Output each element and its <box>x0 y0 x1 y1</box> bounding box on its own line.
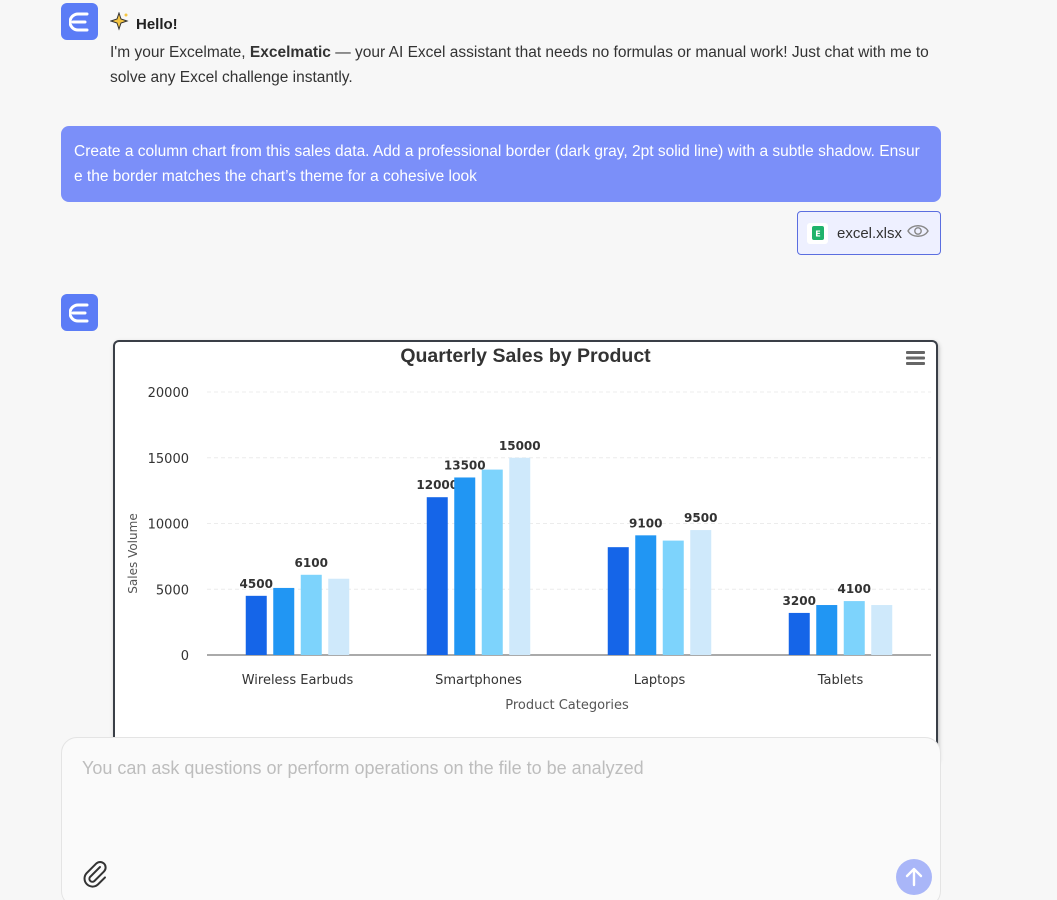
bar <box>635 535 657 655</box>
bar <box>273 587 295 655</box>
excelmatic-logo-icon <box>68 12 88 31</box>
send-button[interactable] <box>896 859 932 895</box>
bar <box>607 547 629 655</box>
chat-input[interactable] <box>82 758 912 838</box>
data-label: 13500 <box>444 458 486 472</box>
bar <box>843 601 865 655</box>
x-tick-label: Tablets <box>817 673 864 688</box>
x-tick-label: Wireless Earbuds <box>242 673 354 688</box>
preview-eye-icon[interactable] <box>907 223 929 244</box>
data-label: 3200 <box>783 594 816 608</box>
x-tick-label: Smartphones <box>435 673 522 688</box>
greeting-message: I'm your Excelmate, Excelmatic — your AI… <box>110 40 950 90</box>
bar <box>662 540 684 655</box>
greeting-heading: Hello! <box>109 11 178 36</box>
greeting-text-suffix: — your AI Excel assistant that needs no … <box>110 44 929 86</box>
bar <box>816 605 838 655</box>
data-label: 9100 <box>629 516 662 530</box>
data-label: 15000 <box>499 439 541 453</box>
bar <box>454 477 476 655</box>
x-axis-label: Product Categories <box>505 698 629 713</box>
paperclip-icon[interactable] <box>80 859 110 889</box>
chat-input-area <box>61 737 941 900</box>
excelmatic-logo-icon-2 <box>68 303 88 322</box>
chart-menu-icon[interactable] <box>905 349 927 367</box>
user-message-bubble: Create a column chart from this sales da… <box>61 126 941 202</box>
sparkle-icon <box>109 11 130 36</box>
y-tick-label: 15000 <box>148 452 189 467</box>
chart-card: 20000 15000 10000 5000 0 Sales Volume 4500 6100… <box>113 340 938 760</box>
bar <box>245 595 267 655</box>
data-label: 4500 <box>240 577 273 591</box>
user-message-text: Create a column chart from this sales da… <box>74 143 920 185</box>
column-chart: 20000 15000 10000 5000 0 Sales Volume 4500 6100… <box>126 386 931 713</box>
assistant-avatar-2 <box>61 294 98 331</box>
x-tick-label: Laptops <box>634 673 686 688</box>
arrow-up-icon <box>905 867 923 887</box>
bar <box>426 497 448 655</box>
data-label: 12000 <box>416 478 458 492</box>
excel-file-icon: E <box>807 222 828 244</box>
data-label: 4100 <box>838 582 871 596</box>
bar <box>328 578 350 655</box>
y-tick-label: 0 <box>181 649 189 664</box>
assistant-avatar <box>61 3 98 40</box>
attachment-chip[interactable]: E excel.xlsx <box>797 211 941 255</box>
svg-text:E: E <box>815 230 820 239</box>
bar <box>788 612 810 655</box>
bar <box>871 605 893 655</box>
data-label: 9500 <box>684 511 717 525</box>
attachment-file-name: excel.xlsx <box>837 224 903 242</box>
y-tick-label: 20000 <box>148 386 189 401</box>
bar <box>509 457 531 655</box>
bar <box>481 469 503 655</box>
greeting-brand: Excelmatic <box>249 44 331 61</box>
greeting-text-prefix: I'm your Excelmate, <box>110 44 250 61</box>
bar <box>690 530 712 655</box>
greeting-title: Hello! <box>136 15 178 33</box>
y-tick-label: 5000 <box>156 583 189 598</box>
bar <box>300 574 322 655</box>
y-axis-label: Sales Volume <box>126 513 140 593</box>
data-label: 6100 <box>295 556 328 570</box>
chart-title: Quarterly Sales by Product <box>400 345 651 367</box>
y-tick-label: 10000 <box>148 518 189 533</box>
